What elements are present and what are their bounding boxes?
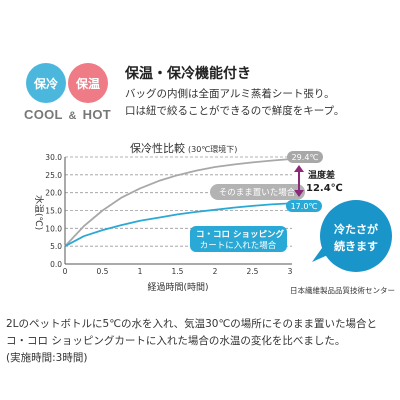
series-line-1 <box>64 202 291 247</box>
y-tick-label: 15.0 <box>45 207 62 216</box>
series-line-0 <box>64 158 291 247</box>
y-tick-label: 30.0 <box>45 153 62 162</box>
x-tick-label: 0 <box>63 267 68 276</box>
y-tick-label: 20.0 <box>45 189 62 198</box>
footer-line-1: 2Lのペットボトルに5℃の水を入れ、気温30℃の場所にそのまま置いた場合と <box>6 318 378 330</box>
difference-value: 12.4℃ <box>306 183 343 194</box>
label-plain-box <box>210 184 305 200</box>
end-label-blue: 17.0℃ <box>286 200 322 212</box>
end-label-gray-text: 29.4℃ <box>292 153 319 162</box>
difference-arrow <box>294 165 304 197</box>
end-label-gray: 29.4℃ <box>287 151 323 163</box>
label-cart-box <box>190 226 287 252</box>
chart-subtitle: (30℃環境下) <box>188 144 237 154</box>
y-tick-label: 25.0 <box>45 171 62 180</box>
cool-hot-label: COOL & HOT <box>24 107 111 122</box>
footer-line-2: コ・コロ ショッピングカートに入れた場合の水温の変化を比べました。 <box>6 335 346 347</box>
x-axis-label: 経過時間(時間) <box>147 281 208 293</box>
chart-title: 保冷性比較 <box>130 141 185 155</box>
hot-badge: 保温 <box>68 63 108 103</box>
cool-badge: 保冷 <box>26 63 66 103</box>
x-tick-label: 3 <box>288 267 293 276</box>
hot-text: HOT <box>82 107 111 122</box>
footer-line-3: (実施時間:3時間) <box>6 352 88 364</box>
feature-desc-1: バッグの内側は全面アルミ蒸着シート張り。 <box>125 88 335 100</box>
ampersand: & <box>68 110 77 122</box>
x-tick-label: 1.5 <box>172 267 184 276</box>
x-tick-label: 2.5 <box>247 267 259 276</box>
label-cart-line1: コ・コロ ショッピング <box>196 229 284 240</box>
label-plain-text: そのまま置いた場合 <box>219 187 296 198</box>
y-axis-label: 水温(℃) <box>33 195 45 230</box>
x-tick-label: 2 <box>213 267 218 276</box>
source-credit: 日本繊維製品品質技術センター <box>290 285 395 295</box>
label-cart-line2: カートに入れた場合 <box>200 240 277 251</box>
cool-text: COOL <box>24 107 63 122</box>
end-label-blue-text: 17.0℃ <box>291 202 318 211</box>
bubble-line1: 冷たさが <box>334 222 378 236</box>
bubble-line2: 続きます <box>334 239 378 253</box>
label-cart-type: ショッピング <box>233 229 285 240</box>
feature-desc-2: 口は紐で絞ることができるので鮮度をキープ。 <box>125 105 345 117</box>
x-tick-label: 1 <box>138 267 143 276</box>
label-cart-brand: コ・コロ <box>196 230 230 240</box>
x-tick-label: 0.5 <box>97 267 109 276</box>
feature-title: 保温・保冷機能付き <box>125 66 251 82</box>
speech-bubble: 冷たさが 続きます <box>312 200 392 272</box>
y-tick-label: 10.0 <box>45 224 62 233</box>
difference-label: 温度差 <box>308 169 335 181</box>
y-tick-label: 0.0 <box>50 260 62 269</box>
y-tick-label: 5.0 <box>50 242 62 251</box>
cooling-chart: 保冷性比較 (30℃環境下) 0.05.010.015.020.025.030.… <box>33 141 395 295</box>
